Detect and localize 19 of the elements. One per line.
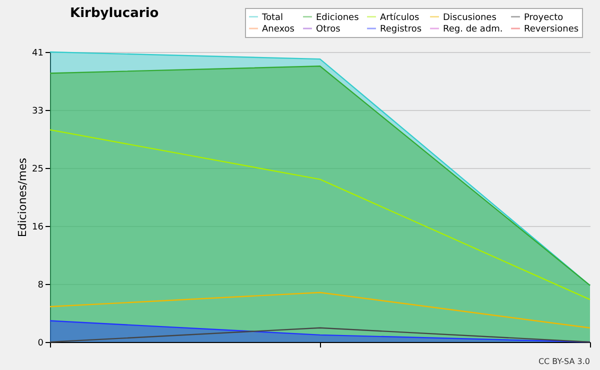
legend-label: Discusiones: [443, 12, 497, 23]
legend-label: Total: [261, 12, 284, 23]
y-axis-title: Ediciones/mes: [16, 158, 30, 238]
legend-label: Otros: [316, 24, 341, 34]
y-tick-label: 0: [38, 338, 44, 348]
legend-label: Proyecto: [524, 12, 564, 23]
y-tick-label: 41: [32, 48, 44, 58]
legend-label: Ediciones: [316, 12, 360, 23]
legend-label: Reg. de adm.: [443, 24, 503, 34]
y-tick-label: 25: [32, 164, 44, 174]
legend-label: Registros: [380, 24, 422, 34]
chart-title: Kirbylucario: [70, 6, 159, 21]
y-tick-label: 8: [38, 280, 44, 290]
text: CC BY-SA 3.0: [538, 357, 590, 366]
legend-label: Artículos: [380, 12, 420, 23]
legend-label: Anexos: [262, 24, 295, 34]
y-tick-label: 16: [32, 222, 44, 232]
y-tick-label: 33: [32, 106, 44, 116]
legend-label: Reversiones: [524, 24, 579, 34]
